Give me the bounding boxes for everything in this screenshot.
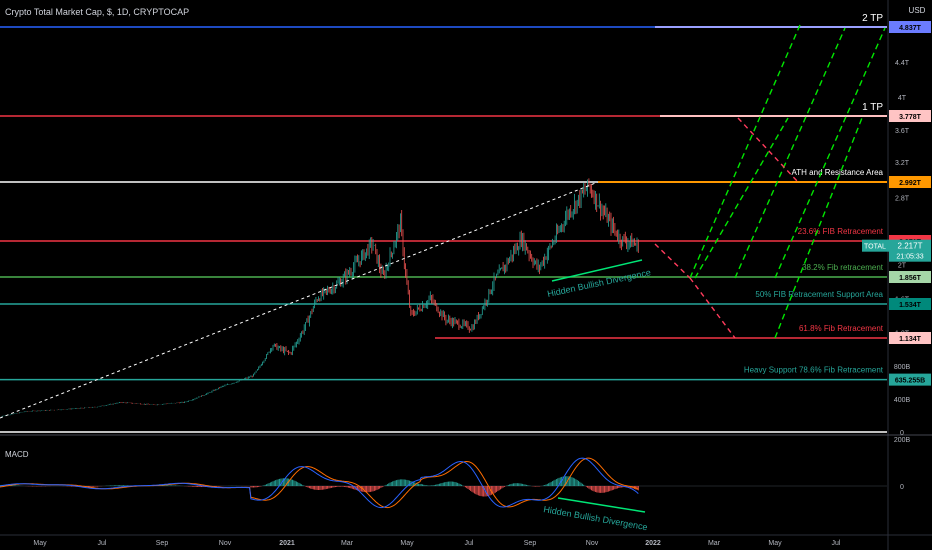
price-tag-label: 3.778T [899,114,922,121]
price-tag-label: 635.255B [895,378,925,385]
price-tick-label: 400B [894,397,911,404]
time-tick-label: Jul [465,540,474,547]
price-tick-label: 3.2T [895,160,910,167]
level-label: ATH and Resistance Area [792,168,884,177]
last-price-value: 2.217T [898,242,923,251]
price-tick-label: 4T [898,95,907,102]
price-tag [889,332,931,344]
annotation-text: Hidden Bullish Divergence [543,504,649,532]
projection-arrow-green [689,24,801,279]
price-tag-label: 1.856T [899,275,922,282]
time-tick-label: Mar [708,540,721,547]
price-tag [889,176,931,188]
price-tag [889,271,931,283]
time-tick-label: Mar [341,540,354,547]
projection-arrow-green [774,27,886,279]
chart-title: Crypto Total Market Cap, $, 1D, CRYPTOCA… [5,7,189,17]
macd-label: MACD [5,450,29,459]
price-tick-label: 3.6T [895,128,910,135]
level-label: 23.6% FIB Retracement [798,227,884,236]
price-tag-label: 1.134T [899,336,922,343]
price-tick-label: 800B [894,364,911,371]
symbol-tag-label: TOTAL [864,244,886,251]
projection-arrow-red [737,117,799,183]
time-tick-label: Jul [98,540,107,547]
price-tag-label: 1.534T [899,302,922,309]
level-label: 2 TP [862,13,883,24]
price-tick-label: 2T [898,263,907,270]
time-tick-label: Sep [524,540,537,547]
macd-line [0,457,639,509]
currency-label: USD [909,6,926,15]
price-tag-label: 2.992T [899,180,922,187]
time-tick-label: Nov [219,540,232,547]
level-label: 61.8% Fib Retracement [799,324,884,333]
last-price-tag [889,239,931,262]
annotation-text: Hidden Bullish Divergence [546,267,651,299]
macd-tick-label: 200B [894,437,911,444]
price-tag [889,298,931,310]
macd-tick-label: 0 [900,484,904,491]
fib-levels: 2 TP 1 TP ATH and Resistance Area 23.6% FIB… [0,13,887,433]
candles [0,178,639,417]
price-tag [889,21,931,33]
time-tick-label: May [33,540,47,547]
time-tick-label: May [400,540,414,547]
time-tick-label: 2021 [279,540,295,547]
projection-arrow-green [694,117,789,279]
projection-arrow-red [654,243,691,279]
level-label: 50% FIB Retracement Support Area [755,290,883,299]
divergence-line [557,497,646,513]
projection-arrow-red [689,277,736,339]
divergence-line [551,259,643,282]
time-tick-label: Nov [586,540,599,547]
trendline-dashed [0,181,599,419]
time-tick-label: Jul [832,540,841,547]
price-tag [889,110,931,122]
symbol-tag [862,239,889,252]
time-tick-label: Sep [156,540,169,547]
projection-overlays: Hidden Bullish Divergence [0,24,886,419]
price-tag-label: 4.837T [899,25,922,32]
time-tick-label: 2022 [645,540,661,547]
level-label: Heavy Support 78.6% Fib Retracement [744,366,884,375]
price-tick-label: 0 [900,430,904,437]
price-tick-label: 2.8T [895,196,910,203]
macd-pane: 200B 0 Hidden Bullish Divergence [0,437,910,532]
projection-arrow-green [734,27,846,279]
price-tick-label: 4.4T [895,60,910,67]
price-tag [889,373,931,386]
level-label: 1 TP [862,102,883,113]
last-price-countdown: 21:05:33 [896,254,923,261]
time-tick-label: May [768,540,782,547]
level-label: 38.2% Fib retracement [802,263,884,272]
